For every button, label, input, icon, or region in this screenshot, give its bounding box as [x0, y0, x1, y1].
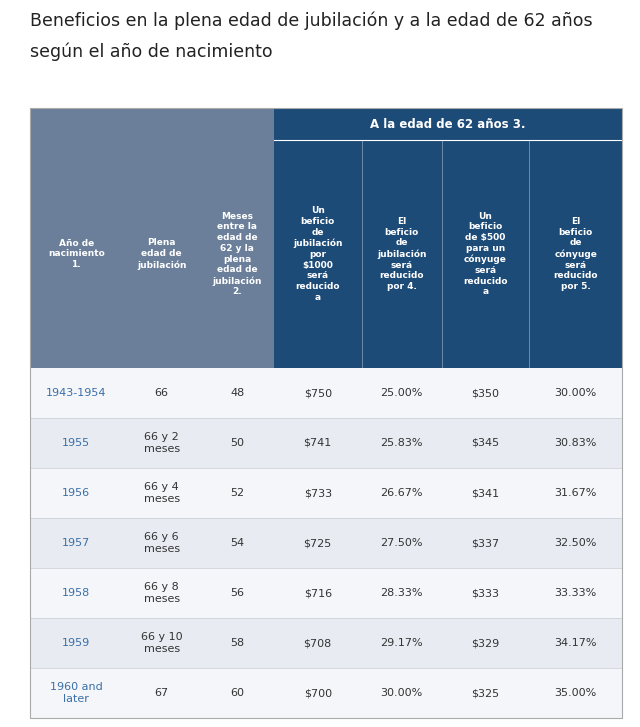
Text: 25.00%: 25.00%: [380, 388, 423, 398]
Bar: [30, 618, 622, 668]
Text: $708: $708: [303, 638, 332, 648]
Text: 1957: 1957: [62, 538, 90, 548]
Text: 50: 50: [230, 438, 244, 448]
Text: 1943-1954: 1943-1954: [46, 388, 107, 398]
Text: $350: $350: [472, 388, 499, 398]
Bar: [30, 668, 622, 718]
Text: 56: 56: [230, 588, 244, 598]
Text: 66 y 8
meses: 66 y 8 meses: [143, 582, 180, 604]
Text: 58: 58: [230, 638, 244, 648]
Text: $333: $333: [472, 588, 499, 598]
Text: 60: 60: [230, 688, 244, 698]
Text: 28.33%: 28.33%: [380, 588, 423, 598]
Text: 52: 52: [230, 488, 244, 498]
Text: Meses
entre la
edad de
62 y la
plena
edad de
jubilación
2.: Meses entre la edad de 62 y la plena eda…: [212, 212, 262, 297]
Text: $733: $733: [303, 488, 332, 498]
Text: $725: $725: [303, 538, 332, 548]
Text: 67: 67: [155, 688, 169, 698]
Bar: [30, 368, 622, 418]
Text: $329: $329: [471, 638, 500, 648]
Text: 66: 66: [155, 388, 169, 398]
Text: 48: 48: [230, 388, 244, 398]
Text: 66 y 10
meses: 66 y 10 meses: [141, 632, 182, 654]
Text: Beneficios en la plena edad de jubilación y a la edad de 62 años
según el año de: Beneficios en la plena edad de jubilació…: [30, 12, 593, 60]
Text: 31.67%: 31.67%: [554, 488, 597, 498]
Text: 1956: 1956: [62, 488, 90, 498]
Text: $337: $337: [472, 538, 500, 548]
Text: 33.33%: 33.33%: [554, 588, 596, 598]
Text: El
beficio
de
cónyuge
será
reducido
por 5.: El beficio de cónyuge será reducido por …: [554, 217, 598, 291]
Text: $750: $750: [303, 388, 332, 398]
Text: 35.00%: 35.00%: [554, 688, 596, 698]
Text: $700: $700: [303, 688, 332, 698]
Text: 1958: 1958: [62, 588, 90, 598]
Text: 25.83%: 25.83%: [380, 438, 423, 448]
Text: $325: $325: [472, 688, 500, 698]
Text: 66 y 6
meses: 66 y 6 meses: [143, 532, 180, 554]
Text: A la edad de 62 años 3.: A la edad de 62 años 3.: [370, 118, 525, 131]
Text: $345: $345: [472, 438, 500, 448]
Text: 1955: 1955: [62, 438, 90, 448]
Text: 54: 54: [230, 538, 244, 548]
Text: 66 y 2
meses: 66 y 2 meses: [143, 432, 180, 454]
Text: 1959: 1959: [62, 638, 90, 648]
Text: 32.50%: 32.50%: [554, 538, 597, 548]
Text: $716: $716: [303, 588, 332, 598]
Bar: [30, 518, 622, 568]
Text: 66 y 4
meses: 66 y 4 meses: [143, 482, 180, 504]
Text: 1960 and
later: 1960 and later: [50, 682, 102, 704]
Text: 26.67%: 26.67%: [380, 488, 423, 498]
Text: $741: $741: [303, 438, 332, 448]
Bar: [30, 418, 622, 468]
Text: 30.00%: 30.00%: [380, 688, 422, 698]
Bar: [30, 468, 622, 518]
Text: Un
beficio
de
jubilación
por
$1000
será
reducido
a: Un beficio de jubilación por $1000 será …: [293, 206, 342, 302]
Text: Plena
edad de
jubilación: Plena edad de jubilación: [137, 238, 186, 270]
Text: 34.17%: 34.17%: [554, 638, 597, 648]
Bar: [30, 568, 622, 618]
Text: 30.00%: 30.00%: [554, 388, 596, 398]
Text: El
beficio
de
jubilación
será
reducido
por 4.: El beficio de jubilación será reducido p…: [377, 217, 426, 291]
Text: Año de
nacimiento
1.: Año de nacimiento 1.: [48, 238, 105, 269]
Text: 27.50%: 27.50%: [380, 538, 423, 548]
Text: Un
beficio
de $500
para un
cónyuge
será
reducido
a: Un beficio de $500 para un cónyuge será …: [463, 212, 508, 297]
Text: $341: $341: [472, 488, 500, 498]
Text: 30.83%: 30.83%: [554, 438, 597, 448]
Text: 29.17%: 29.17%: [380, 638, 423, 648]
